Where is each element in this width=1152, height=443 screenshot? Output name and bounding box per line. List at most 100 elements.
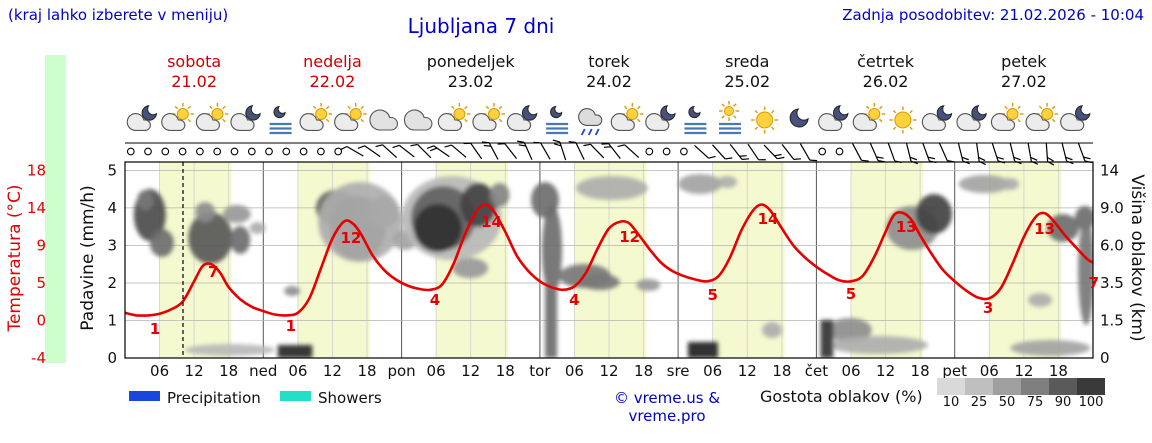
wind-barb-icon: [1009, 142, 1022, 165]
temp-value-label: 1: [150, 320, 160, 338]
cloud-blob: [413, 204, 462, 252]
day-header: petek 27.02: [955, 52, 1093, 92]
weather-icon-sun-cloud: [990, 103, 1024, 131]
cloud-blob: [489, 183, 510, 207]
wind-barb-icon: [481, 141, 499, 160]
day-name: sobota: [167, 52, 222, 71]
cloud-blob: [460, 183, 497, 227]
wind-barb-icon: [763, 144, 785, 160]
density-scale-cell: [1021, 378, 1049, 395]
day-header: sreda 25.02: [678, 52, 816, 92]
wind-barb-icon: [463, 142, 483, 160]
wind-barb-icon: [1077, 142, 1093, 164]
cloud-blob: [828, 336, 929, 354]
wind-calm-icon: [213, 147, 222, 156]
wind-calm-icon: [230, 147, 239, 156]
temp-axis-tick: 0: [36, 312, 46, 330]
day-date: 22.02: [309, 72, 356, 91]
cloud-blob: [230, 226, 251, 254]
wind-calm-icon: [334, 147, 343, 156]
weather-icon-sun-cloud: [334, 103, 367, 131]
cloud-blob: [678, 174, 722, 194]
x-axis-tick: 18: [219, 362, 238, 380]
density-scale-cell: [965, 378, 993, 395]
day-header: nedelja 22.02: [263, 52, 401, 92]
cloud-blob: [636, 279, 661, 291]
weather-icon-cloud-rain: [578, 108, 603, 136]
weather-icon-cloud-moon: [126, 105, 158, 131]
day-date: 21.02: [171, 72, 218, 91]
temp-axis-tick: 9: [36, 236, 46, 254]
temp-axis-tick: -4: [31, 349, 46, 367]
density-scale-label: 100: [1078, 395, 1104, 410]
page-title: Ljubljana 7 dni: [407, 14, 555, 38]
x-axis-tick: 06: [565, 362, 584, 380]
temp-value-label: 13: [1034, 220, 1055, 238]
weather-icon-fog-sun: [719, 101, 741, 135]
wind-barb-icon: [375, 144, 398, 158]
temp-value-label: 1: [286, 317, 296, 335]
x-axis-tick: 06: [980, 362, 999, 380]
x-axis-tick: čet: [805, 362, 828, 380]
weather-icon-sun-cloud: [437, 103, 471, 131]
cloud-axis-tick: 6.0: [1100, 236, 1124, 254]
wind-barb-icon: [905, 142, 919, 165]
wind-barb-icon: [781, 144, 801, 160]
cloud-blob: [188, 212, 233, 264]
temp-value-label: 5: [846, 285, 856, 303]
wind-calm-icon: [662, 147, 671, 156]
wind-barb-icon: [922, 142, 937, 164]
wind-barb-icon: [497, 143, 518, 159]
wind-barb-icon: [1027, 142, 1039, 165]
wind-barb-icon: [869, 143, 886, 163]
x-axis-tick: 18: [911, 362, 930, 380]
day-name: nedelja: [303, 52, 362, 71]
weather-icon-sun-cloud: [161, 103, 194, 131]
x-axis-tick: 12: [599, 362, 618, 380]
temperature-curve: [125, 203, 1093, 317]
density-scale-label: 10: [942, 395, 960, 410]
wind-calm-icon: [265, 147, 273, 156]
cloud-axis-tick: 0: [1100, 349, 1110, 367]
cloud-blob: [195, 202, 216, 222]
wind-calm-icon: [144, 147, 152, 156]
day-name: petek: [1001, 52, 1047, 71]
x-axis-tick: 12: [738, 362, 757, 380]
weather-icon-sun-cloud: [1025, 103, 1059, 131]
cloud-blob: [318, 182, 403, 262]
weather-icon-fog-night: [684, 105, 707, 135]
temp-value-label: 14: [481, 213, 502, 231]
cloud-blob: [916, 194, 952, 234]
chart-frame: [124, 161, 1094, 359]
cloud-axis-tick: 14: [1100, 161, 1119, 179]
weather-icon-sun-cloud: [852, 103, 886, 131]
density-scale-cell: [1077, 378, 1105, 395]
density-scale-label: 25: [970, 395, 988, 410]
wind-barb-icon: [568, 140, 585, 160]
temp-value-label: 4: [430, 291, 440, 309]
density-scale-cell: [993, 378, 1021, 395]
temp-axis-tick: 5: [36, 274, 46, 292]
cloud-density-scale-labels: 10 25 50 75 90 100: [937, 395, 1105, 410]
wind-calm-icon: [818, 147, 827, 156]
x-axis-tick: 06: [703, 362, 722, 380]
day-header: četrtek 26.02: [816, 52, 954, 92]
wind-barb-icon: [991, 142, 1006, 164]
cloud-blob: [184, 344, 275, 356]
density-scale-label: 90: [1054, 395, 1072, 410]
day-date: 26.02: [862, 72, 909, 91]
cloud-axis-tick: 3.5: [1100, 274, 1124, 292]
precipitation-legend-label: Precipitation: [167, 389, 261, 407]
x-axis-tick: 06: [288, 362, 307, 380]
wind-barb-icon: [1045, 142, 1055, 166]
weather-icon-cloud-moon: [645, 105, 676, 131]
wind-barb-icon: [517, 140, 533, 160]
low-cloud-bar: [277, 345, 313, 358]
wind-barb-icon: [712, 144, 733, 160]
wind-barb-icon: [852, 143, 869, 162]
weather-icon-moon: [789, 108, 809, 128]
cloud-blob: [1028, 293, 1052, 307]
x-axis-tick: pon: [387, 362, 415, 380]
temp-value-label: 14: [758, 210, 779, 228]
wind-barb-icon: [426, 145, 450, 158]
